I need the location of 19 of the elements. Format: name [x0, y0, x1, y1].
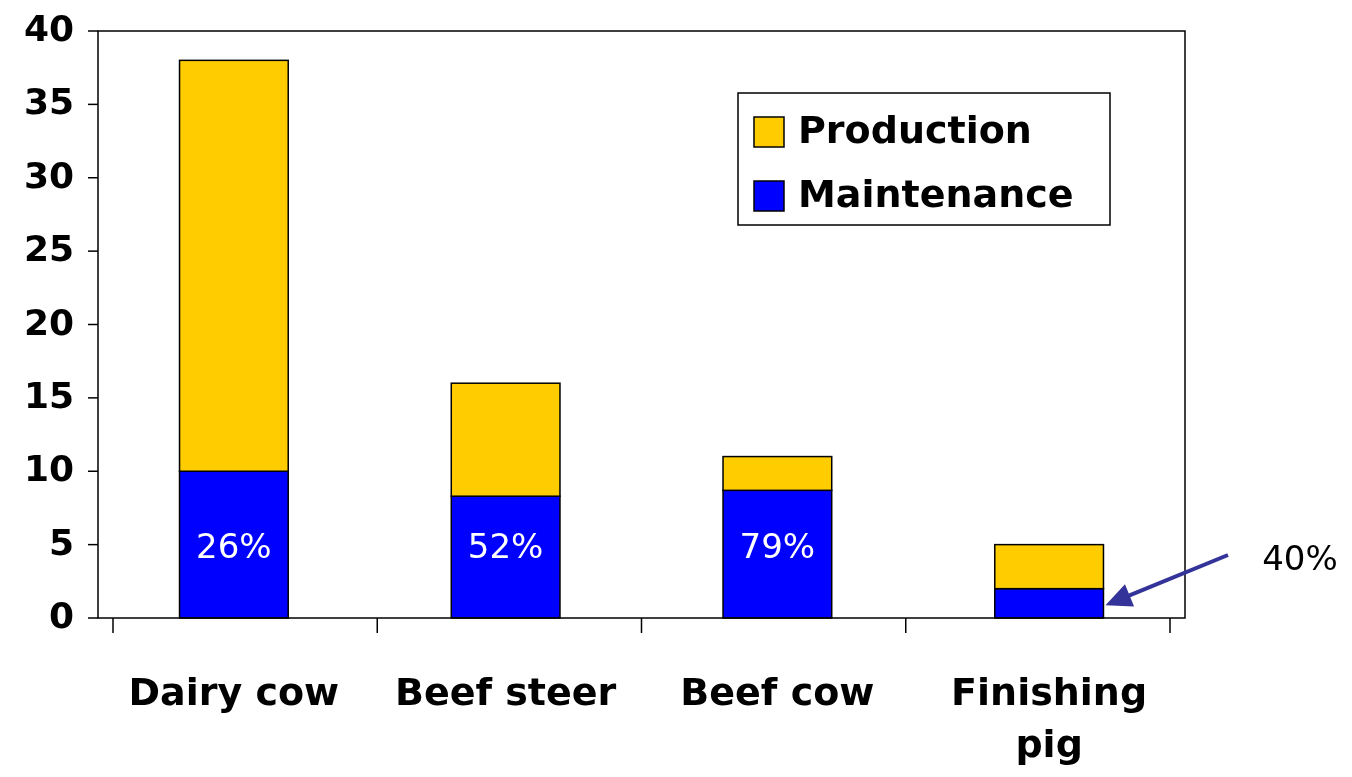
x-tick-label: Dairy cow	[128, 670, 340, 714]
x-tick-label: Finishing pig	[951, 670, 1148, 766]
y-tick-label: 20	[23, 301, 74, 343]
text: 40%	[1262, 537, 1338, 578]
y-tick-label: 15	[23, 374, 74, 416]
y-tick-label: 30	[23, 154, 74, 196]
y-tick-label: 5	[48, 521, 74, 563]
x-tick-label: Beef cow	[680, 670, 875, 714]
y-tick-label: 25	[23, 228, 74, 270]
legend-label: Maintenance	[798, 171, 1074, 216]
annotation: 52%	[467, 525, 544, 566]
legend-label: Production	[798, 107, 1032, 152]
x-tick-label: Beef steer	[394, 670, 617, 714]
y-tick-label: 40	[23, 8, 74, 49]
annotation: 26%	[196, 525, 272, 566]
y-tick-label: 10	[23, 448, 74, 490]
y-tick-label: 35	[23, 81, 74, 123]
y-tick-label: 0	[48, 595, 74, 636]
annotation: 79%	[739, 525, 816, 566]
